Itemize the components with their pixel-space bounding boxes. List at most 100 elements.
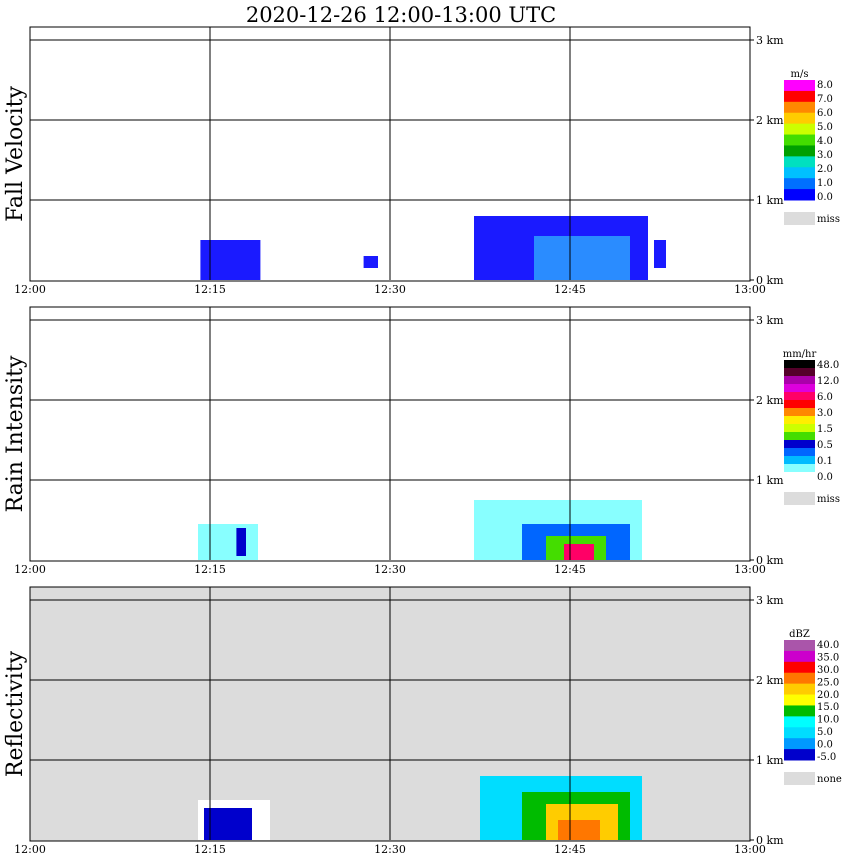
legend-label: 3.0	[817, 408, 833, 419]
x-tick-label: 12:45	[554, 283, 586, 296]
legend-swatch	[784, 392, 815, 401]
echo-2	[204, 808, 252, 840]
legend-label: 1.5	[817, 424, 833, 435]
legend-swatch	[784, 432, 815, 441]
legend-label: 6.0	[817, 392, 833, 403]
legend-missing-label: miss	[817, 214, 840, 225]
legend-swatch	[784, 694, 815, 706]
legend: dBZ 40.035.0 30.025.0 20.015.0 10.05.0 0.0-5.…	[784, 629, 842, 785]
legend-unit: m/s	[791, 69, 809, 80]
legend-label: 20.0	[817, 690, 839, 701]
legend-missing-label: none	[817, 774, 842, 785]
legend-missing-label: miss	[817, 494, 840, 505]
y-tick-label: 0 km	[756, 834, 784, 847]
y-tick-label: 0 km	[756, 274, 784, 287]
legend-swatch	[784, 178, 815, 190]
x-tick-label: 13:00	[734, 563, 766, 576]
legend-swatch	[784, 400, 815, 409]
panel-fall-velocity: 12:00 12:15 12:30 12:45 13:000 km 1 km 2 km 3 k…	[3, 26, 840, 296]
panel-rain-intensity: 12:00 12:15 12:30 12:45 13:000 km 1 km 2 km 3 k…	[3, 306, 840, 576]
legend-swatch	[784, 640, 815, 652]
y-tick-label: 2 km	[756, 114, 784, 127]
legend-missing-swatch	[784, 492, 815, 505]
y-tick-label: 2 km	[756, 394, 784, 407]
y-tick-label: 2 km	[756, 674, 784, 687]
legend-swatch	[784, 683, 815, 696]
legend-swatch	[784, 156, 815, 168]
y-axis-title: Rain Intensity	[3, 355, 28, 512]
legend-label: 5.0	[817, 727, 833, 738]
legend-swatch	[784, 167, 815, 179]
legend-label: 0.0	[817, 192, 833, 203]
legend-swatch	[784, 101, 815, 114]
legend-swatch	[784, 112, 815, 125]
y-tick-label: 3 km	[756, 314, 784, 327]
legend-label: 15.0	[817, 702, 839, 713]
legend-label: 0.5	[817, 440, 833, 451]
legend-swatch	[784, 448, 815, 457]
y-tick-label: 3 km	[756, 34, 784, 47]
legend-swatch	[784, 716, 815, 728]
x-tick-label: 12:15	[194, 563, 226, 576]
legend-label: 8.0	[817, 80, 833, 91]
echo-1	[198, 524, 258, 560]
x-tick-label: 13:00	[734, 843, 766, 856]
legend-swatch	[784, 80, 815, 92]
legend-missing-swatch	[784, 772, 815, 785]
legend-swatch	[784, 123, 815, 136]
legend-swatch	[784, 456, 815, 465]
legend-swatch	[784, 360, 815, 369]
legend-label: 2.0	[817, 164, 833, 175]
x-tick-label: 12:30	[374, 563, 406, 576]
echo-5	[654, 240, 666, 268]
figure-title: 2020-12-26 12:00-13:00 UTC	[246, 3, 556, 27]
y-tick-label: 1 km	[756, 194, 784, 207]
legend-swatch	[784, 145, 815, 157]
legend-label: 1.0	[817, 178, 833, 189]
echo-6	[564, 544, 594, 560]
x-tick-label: 12:15	[194, 843, 226, 856]
legend-label: 35.0	[817, 652, 839, 663]
legend-swatch	[784, 368, 815, 377]
panels: 12:00 12:15 12:30 12:45 13:000 km1 km2 km3 k…	[3, 26, 842, 856]
legend-swatch	[784, 672, 815, 685]
echo-2	[363, 256, 378, 268]
legend-label: 0.0	[817, 472, 833, 483]
legend-swatch	[784, 424, 815, 433]
legend-label: 12.0	[817, 376, 839, 387]
legend-swatch	[784, 727, 815, 739]
legend-swatch	[784, 738, 815, 750]
x-tick-label: 12:00	[14, 563, 46, 576]
legend-label: -5.0	[817, 752, 836, 763]
x-tick-label: 13:00	[734, 283, 766, 296]
y-tick-label: 3 km	[756, 594, 784, 607]
legend-swatch	[784, 90, 815, 103]
legend-label: 0.0	[817, 740, 833, 751]
echo-1	[200, 240, 261, 280]
y-tick-label: 1 km	[756, 474, 784, 487]
legend-swatch	[784, 189, 815, 201]
y-tick-label: 0 km	[756, 554, 784, 567]
x-tick-label: 12:00	[14, 843, 46, 856]
legend-swatch	[784, 705, 815, 717]
legend-swatch	[784, 416, 815, 425]
legend-swatch	[784, 408, 815, 417]
legend: m/s 8.0 7.0 6.0 5.0 4.0 3.0 2.0 1.0 0.0 miss	[784, 69, 840, 225]
legend-swatch	[784, 472, 815, 481]
x-tick-label: 12:15	[194, 283, 226, 296]
echo-2	[236, 528, 246, 556]
x-tick-label: 12:00	[14, 283, 46, 296]
legend-label: 3.0	[817, 150, 833, 161]
legend-missing-swatch	[784, 212, 815, 225]
echo-4	[534, 236, 630, 280]
y-tick-label: 1 km	[756, 754, 784, 767]
panel-reflectivity: 12:00 12:15 12:30 12:45 13:000 km 1 km 2 km 3 k…	[3, 586, 842, 856]
y-axis-title: Reflectivity	[3, 650, 28, 777]
legend-unit: dBZ	[789, 629, 810, 640]
x-tick-label: 12:30	[374, 843, 406, 856]
x-tick-label: 12:30	[374, 283, 406, 296]
legend-label: 6.0	[817, 108, 833, 119]
legend-label: 7.0	[817, 94, 833, 105]
